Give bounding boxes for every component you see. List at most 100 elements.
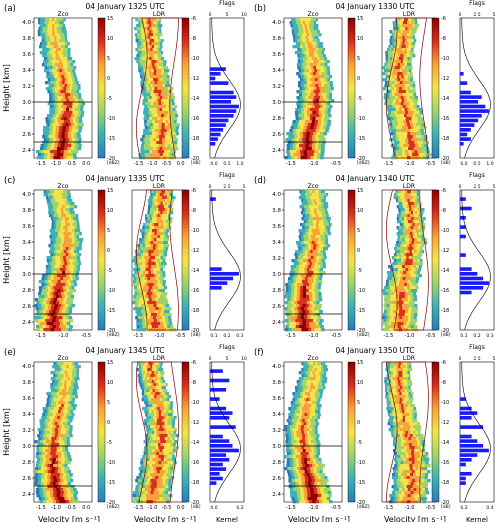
flags-bottom-tick: 0.5 xyxy=(223,161,230,167)
y-tick-label: 3.6 xyxy=(22,52,31,58)
y-tick-label: 3.8 xyxy=(272,380,281,386)
zco-colorbar xyxy=(347,189,356,331)
colorbar-tick-label: -5 xyxy=(357,96,362,102)
flag-bar xyxy=(210,439,230,443)
colorbar-tick-label: -6 xyxy=(191,16,196,22)
colorbar-tick-label: 5 xyxy=(107,56,110,62)
x-tick-label: -1.0 xyxy=(155,333,165,339)
colorbar-unit: [dB] xyxy=(441,160,451,166)
y-tick-label: 2.8 xyxy=(272,460,281,466)
y-tick-label: 2.4 xyxy=(272,492,281,498)
y-tick-label: 2.8 xyxy=(22,288,31,294)
x-tick-label: -1.0 xyxy=(51,505,61,511)
flag-bar xyxy=(210,142,216,146)
kde-curve xyxy=(461,18,491,159)
y-axis-label: Height [km] xyxy=(2,64,11,112)
y-tick-label: 3.2 xyxy=(272,256,281,262)
flag-bar xyxy=(460,406,472,411)
colorbar-tick-label: -12 xyxy=(441,420,449,426)
flags-top-tick: 5 xyxy=(493,12,496,18)
subplot-label-zco: Zco xyxy=(307,355,318,362)
zco-heatmap xyxy=(34,362,81,504)
flag-bar xyxy=(210,81,229,85)
colorbar-tick-label: -6 xyxy=(191,188,196,194)
flags-bottom-tick: 0.1 xyxy=(460,333,467,339)
flag-bar xyxy=(460,197,466,201)
colorbar-tick-label: -5 xyxy=(357,440,362,446)
flag-bar xyxy=(460,137,471,141)
x-tick-label: 0.0 xyxy=(82,505,90,511)
y-tick-label: 3.8 xyxy=(272,208,281,214)
colorbar-tick-label: -5 xyxy=(357,268,362,274)
flag-bar xyxy=(460,272,478,276)
colorbar-tick-label: -8 xyxy=(441,380,446,386)
flags-top-tick: 10 xyxy=(241,356,247,362)
colorbar-tick-label: 0 xyxy=(357,248,360,254)
flags-bottom-tick: 0.0 xyxy=(460,161,467,167)
panel-title: 04 January 1330 UTC xyxy=(335,2,414,11)
colorbar-tick-label: -10 xyxy=(191,228,199,234)
colorbar-tick-label: -20 xyxy=(191,500,199,506)
flag-bar xyxy=(460,81,468,85)
x-tick-label: -1.5 xyxy=(384,333,394,339)
zco-colorbar xyxy=(97,361,106,503)
colorbar-tick-label: 15 xyxy=(357,16,363,22)
x-tick-label: -1.5 xyxy=(134,505,144,511)
flags-bottom-tick: 0.2 xyxy=(460,505,467,511)
y-tick-label: 2.4 xyxy=(22,148,31,154)
flag-bar xyxy=(460,448,489,453)
x-tick-label: -1.5 xyxy=(36,505,46,511)
colorbar-tick-label: 15 xyxy=(107,360,113,366)
subplot-label-zco: Zco xyxy=(307,183,318,190)
colorbar-tick-label: -10 xyxy=(441,56,449,62)
subplot-label-ldr: LDR xyxy=(153,11,165,18)
flags-top-tick: 5 xyxy=(493,356,496,362)
y-tick-label: 2.4 xyxy=(272,148,281,154)
y-tick-label: 3.6 xyxy=(22,396,31,402)
colorbar-tick-label: -20 xyxy=(357,328,365,334)
colorbar-tick-label: -14 xyxy=(191,268,199,274)
panel-title: 04 January 1325 UTC xyxy=(85,2,164,11)
flag-bar xyxy=(460,281,489,285)
ldr-colorbar xyxy=(181,189,190,331)
colorbar-tick-label: 0 xyxy=(357,76,360,82)
flags-top-tick: 0 xyxy=(459,12,462,18)
colorbar-tick-label: 10 xyxy=(107,380,113,386)
flag-bar xyxy=(210,425,236,429)
colorbar-tick-label: 15 xyxy=(357,188,363,194)
x-tick-label: -0.5 xyxy=(426,505,436,511)
flag-bar xyxy=(210,267,222,271)
colorbar-tick-label: -16 xyxy=(191,460,199,466)
colorbar-tick-label: -12 xyxy=(191,248,199,254)
x-tick-label: -0.5 xyxy=(426,161,436,167)
colorbar-tick-label: 10 xyxy=(357,380,363,386)
colorbar-tick-label: -15 xyxy=(357,480,365,486)
zco-heatmap xyxy=(284,18,335,160)
flags-top-tick: 2.5 xyxy=(223,184,230,190)
y-tick-label: 3.4 xyxy=(272,240,281,246)
flags-bottom-tick: 0.4 xyxy=(486,505,493,511)
y-tick-label: 2.6 xyxy=(272,132,281,138)
flags-top-tick: 0 xyxy=(209,184,212,190)
flag-bar xyxy=(460,216,466,220)
colorbar-tick-label: -6 xyxy=(441,16,446,22)
flags-axes xyxy=(209,17,245,159)
flag-bar xyxy=(210,406,227,411)
flag-bar xyxy=(460,114,482,118)
flag-bar xyxy=(460,416,472,420)
kde-curve xyxy=(211,362,241,503)
x-tick-label: -1.0 xyxy=(59,333,69,339)
flag-bar xyxy=(460,425,484,429)
colorbar-tick-label: -20 xyxy=(441,328,449,334)
panel-title: 04 January 1350 UTC xyxy=(335,346,414,355)
colorbar-tick-label: -16 xyxy=(441,460,449,466)
ldr-heatmap xyxy=(382,190,427,332)
flags-top-tick: 5 xyxy=(226,356,229,362)
colorbar-tick-label: 15 xyxy=(107,188,113,194)
flags-bottom-tick: 0.3 xyxy=(486,333,493,339)
flag-bar xyxy=(460,286,484,290)
subplot-label-ldr: LDR xyxy=(403,11,415,18)
colorbar-tick-label: 5 xyxy=(357,56,360,62)
colorbar-tick-label: -6 xyxy=(441,360,446,366)
colorbar-tick-label: 0 xyxy=(357,420,360,426)
